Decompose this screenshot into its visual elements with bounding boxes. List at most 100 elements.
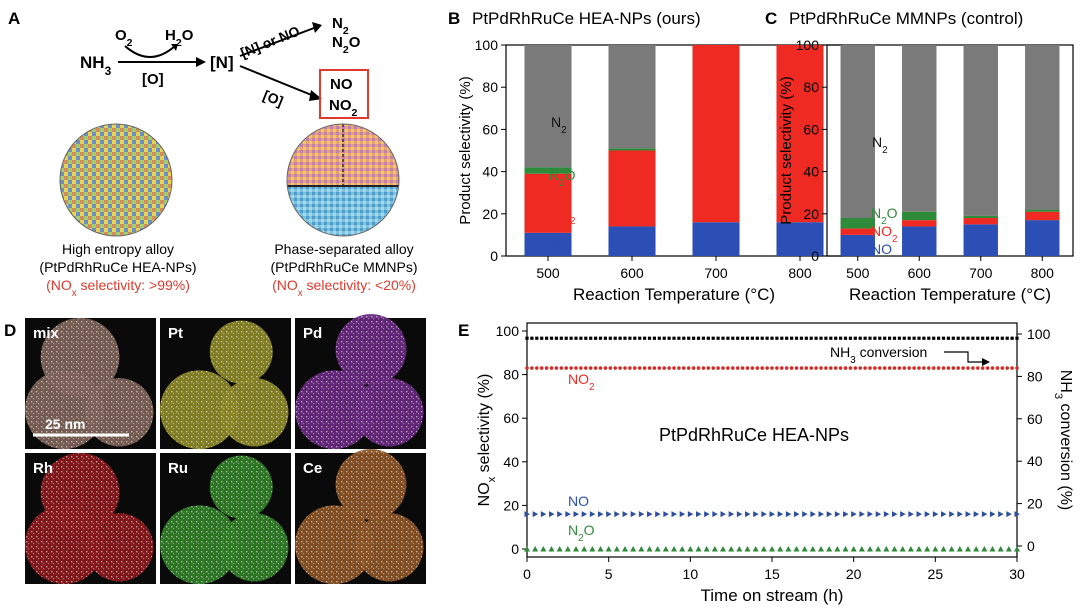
- no2-selectivity-point: [1010, 366, 1014, 370]
- nh3-conversion-point: [873, 336, 877, 340]
- nh3-conversion-point: [912, 336, 916, 340]
- no2-selectivity-point: [770, 366, 774, 370]
- nh3-conversion-point: [726, 336, 730, 340]
- no-selectivity-point: [712, 511, 718, 518]
- n2o-selectivity-point: [613, 546, 620, 552]
- particle-texture: [295, 370, 374, 450]
- nh3-conversion-point: [794, 336, 799, 340]
- y-tick-label: 40: [803, 164, 819, 180]
- no2-selectivity-point: [740, 366, 745, 370]
- no2-selectivity-point: [672, 366, 676, 370]
- no-selectivity-point: [745, 511, 751, 518]
- nh3-conversion-point: [667, 336, 671, 340]
- no2-selectivity-point: [971, 366, 975, 370]
- no2-selectivity-point: [662, 366, 666, 370]
- n2o-selectivity-point: [532, 546, 539, 552]
- mm-caption-formula: (PtPdRhRuCe MMNPs): [270, 259, 417, 275]
- nh3-conversion-point: [716, 336, 720, 340]
- no2-selectivity-point: [863, 366, 867, 370]
- n2o-selectivity-point: [679, 546, 686, 552]
- nh3-conversion-point: [525, 336, 529, 340]
- no2-selectivity-point: [917, 366, 921, 370]
- n2o-selectivity-point: [646, 546, 653, 552]
- bar-segment-no2-700: [692, 45, 740, 223]
- y-axis-title: Product selectivity (%): [457, 76, 474, 224]
- panel-b: B PtPdRhRuCe HEA-NPs (ours) 020406080100…: [448, 9, 843, 304]
- o2-label: O2: [115, 27, 133, 49]
- no2-selectivity-point: [657, 366, 662, 370]
- nh3-conversion-point: [706, 336, 710, 340]
- no2-selectivity-point: [535, 366, 539, 370]
- nh3-conversion-point: [701, 336, 705, 340]
- nh3-conversion-point: [579, 336, 583, 340]
- o-reagent-label: [O]: [142, 71, 164, 88]
- y-tick-label: 20: [482, 206, 498, 222]
- no2-selectivity-point: [682, 366, 686, 370]
- formula-part: N: [568, 522, 578, 538]
- bar-segment-n2o-500: [524, 167, 572, 174]
- x-tick-label: 20: [846, 566, 862, 582]
- no-selectivity-point: [794, 511, 800, 518]
- n2o-selectivity-point: [1014, 546, 1020, 552]
- no2-selectivity-point: [922, 366, 926, 370]
- no-selectivity-point: [769, 511, 775, 518]
- bar-segment-n2-500: [524, 45, 572, 168]
- x-tick-label: 800: [788, 265, 812, 281]
- nh3-conversion-point: [1000, 336, 1004, 340]
- particle-texture: [25, 505, 104, 584]
- bar-segment-no2-500: [524, 173, 572, 233]
- formula-part: NO: [549, 237, 570, 253]
- formula-subscript: 2: [892, 234, 897, 245]
- y-tick-label: 80: [482, 79, 498, 95]
- particle-texture: [85, 378, 154, 447]
- bar-segment-no2-800: [776, 45, 824, 223]
- n2o-selectivity-point: [965, 546, 971, 552]
- n-intermediate-label: [N]: [210, 53, 234, 72]
- n2o-selectivity-point: [899, 546, 906, 552]
- no2-selectivity-point: [637, 366, 642, 370]
- panel-e-inner-title: PtPdRhRuCe HEA-NPs: [659, 425, 849, 445]
- bar-segment-no-700: [692, 222, 740, 256]
- n2o-selectivity-point: [826, 546, 833, 552]
- nh3-conversion-point: [554, 336, 558, 340]
- no-selectivity-point: [965, 511, 971, 518]
- nh3-conversion-point: [741, 336, 745, 340]
- arrowhead: [982, 358, 990, 366]
- nh3-conversion-point: [785, 336, 789, 340]
- scale-bar-label: 25 nm: [45, 416, 85, 432]
- no2-selectivity-point: [843, 366, 848, 370]
- y-axis-title: Product selectivity (%): [778, 76, 795, 224]
- n2o-selectivity-point: [556, 546, 563, 552]
- no-selectivity-point: [696, 511, 702, 518]
- no2-selectivity-point: [853, 366, 858, 370]
- no2-selectivity-point: [593, 366, 598, 370]
- nh3-conversion-point: [530, 336, 534, 340]
- n2o-selectivity-point: [875, 546, 882, 552]
- no-selectivity-point: [818, 511, 824, 518]
- no2-selectivity-point: [647, 366, 652, 370]
- x-tick-label: 30: [1009, 566, 1025, 582]
- no-selectivity-point: [851, 511, 857, 518]
- nh3-conversion-point: [643, 336, 647, 340]
- no-selectivity-point: [589, 511, 596, 518]
- bar-segment-no-500: [524, 232, 572, 256]
- nh3-conversion-point: [946, 336, 950, 340]
- o2-to-h2o-arrow: [124, 45, 176, 58]
- nh3-conversion-point: [545, 336, 549, 340]
- eds-tile-ce: Ce: [295, 449, 426, 584]
- nh3-conversion-point: [902, 336, 906, 340]
- hea-caption-name: High entropy alloy: [62, 241, 174, 257]
- no2-selectivity-point: [833, 366, 838, 370]
- nh3-conversion-point: [951, 336, 955, 340]
- n2o-selectivity-point: [1005, 546, 1012, 552]
- bar-segment-no-500: [840, 234, 875, 256]
- no-selectivity-point: [908, 511, 914, 518]
- no2-selectivity-point: [731, 366, 735, 370]
- no2-selectivity-point: [1000, 366, 1005, 370]
- no2-selectivity-point: [878, 366, 882, 370]
- x-tick-label: 25: [928, 566, 944, 582]
- nh3-conversion-point: [623, 336, 627, 340]
- panel-d-label: D: [4, 321, 16, 340]
- no-selectivity-point: [581, 511, 588, 518]
- y-tick-label: 80: [503, 367, 519, 383]
